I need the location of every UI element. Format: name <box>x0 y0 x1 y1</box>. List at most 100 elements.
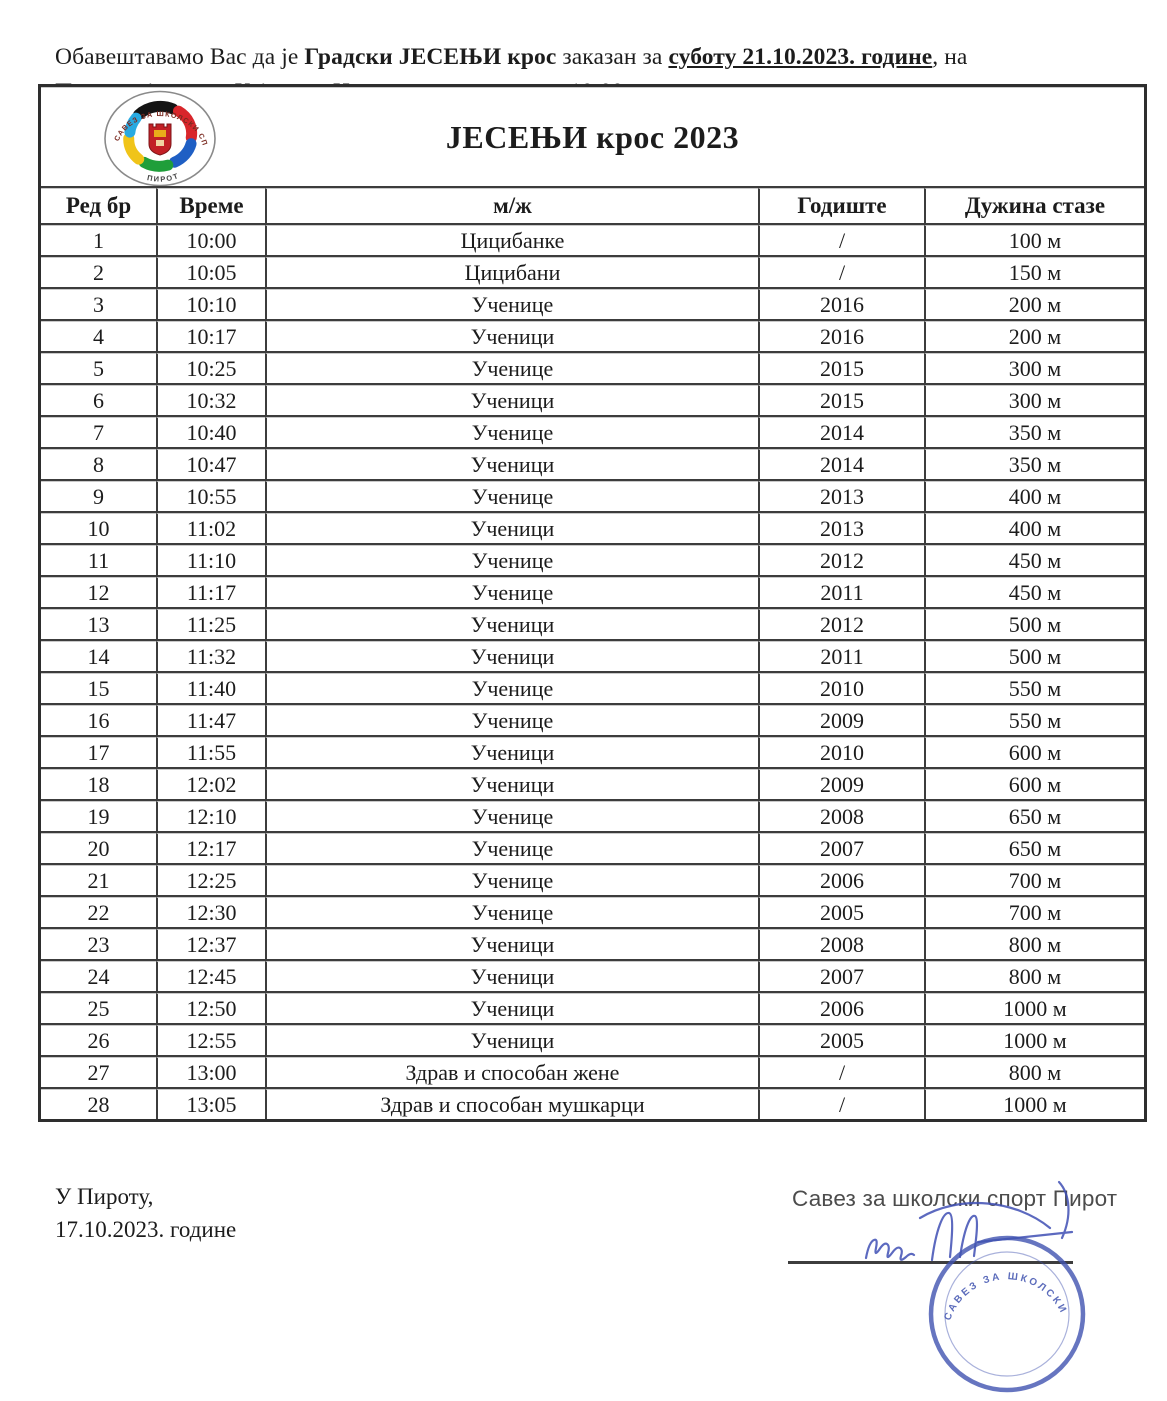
cell-category: Ученице <box>265 289 758 321</box>
cell-row-number: 26 <box>41 1025 156 1057</box>
table-row: 7 10:40 Ученице 2014 350 м <box>41 417 1144 449</box>
intro-text-2: заказан за <box>556 43 669 70</box>
organization-name: Савез за школски спорт Пирот <box>792 1186 1118 1211</box>
cell-row-number: 8 <box>41 449 156 481</box>
cell-track-length: 1000 м <box>924 993 1144 1025</box>
cell-track-length: 550 м <box>924 705 1144 737</box>
cell-birth-year: 2008 <box>758 929 924 961</box>
table-row: 28 13:05 Здрав и способан мушкарци/1000 м <box>41 1089 1144 1119</box>
cell-row-number: 20 <box>41 833 156 865</box>
cell-time: 11:25 <box>156 609 265 641</box>
cell-category: Ученице <box>265 417 758 449</box>
cell-time: 10:25 <box>156 353 265 385</box>
cell-birth-year: 2006 <box>758 865 924 897</box>
table-row: 5 10:25 Ученице 2015 300 м <box>41 353 1144 385</box>
cell-track-length: 300 м <box>924 353 1144 385</box>
table-title-row: САВЕЗ ЗА ШКОЛСКИ СПОРТ ПИРОТ ЈЕСЕЊИ крос… <box>41 87 1144 188</box>
cell-row-number: 24 <box>41 961 156 993</box>
cell-row-number: 4 <box>41 321 156 353</box>
cell-time: 11:17 <box>156 577 265 609</box>
cell-birth-year: 2015 <box>758 353 924 385</box>
cell-track-length: 400 м <box>924 481 1144 513</box>
cell-category: Ученице <box>265 865 758 897</box>
cell-category: Ученици <box>265 993 758 1025</box>
cell-track-length: 100 м <box>924 225 1144 257</box>
table-row: 25 12:50 Ученици 2006 1000 м <box>41 993 1144 1025</box>
cell-category: Ученици <box>265 321 758 353</box>
cell-category: Ученице <box>265 705 758 737</box>
cell-time: 11:10 <box>156 545 265 577</box>
table-row: 17 11:55 Ученици 2010 600 м <box>41 737 1144 769</box>
cell-category: Ученици <box>265 737 758 769</box>
cell-row-number: 5 <box>41 353 156 385</box>
cell-birth-year: 2005 <box>758 897 924 929</box>
footer-place: У Пироту, <box>55 1184 154 1209</box>
cell-time: 12:02 <box>156 769 265 801</box>
cell-track-length: 700 м <box>924 865 1144 897</box>
cell-row-number: 3 <box>41 289 156 321</box>
cell-category: Ученици <box>265 929 758 961</box>
table-body: 1 10:00 Цицибанке/100 м 2 10:05 Цицибани/150 … <box>41 225 1144 1119</box>
cell-birth-year: 2006 <box>758 993 924 1025</box>
cell-row-number: 17 <box>41 737 156 769</box>
cell-track-length: 700 м <box>924 897 1144 929</box>
cell-time: 10:10 <box>156 289 265 321</box>
cell-birth-year: 2015 <box>758 385 924 417</box>
cell-row-number: 1 <box>41 225 156 257</box>
cell-track-length: 350 м <box>924 449 1144 481</box>
cell-birth-year: 2014 <box>758 417 924 449</box>
pirot-coat-of-arms <box>148 123 172 156</box>
column-header-mz: м/ж <box>265 188 758 225</box>
cell-birth-year: 2012 <box>758 609 924 641</box>
cell-row-number: 9 <box>41 481 156 513</box>
cell-category: Ученице <box>265 833 758 865</box>
table-row: 4 10:17 Ученици 2016 200 м <box>41 321 1144 353</box>
cell-track-length: 350 м <box>924 417 1144 449</box>
cell-time: 10:55 <box>156 481 265 513</box>
cell-birth-year: 2007 <box>758 833 924 865</box>
cell-row-number: 14 <box>41 641 156 673</box>
cell-birth-year: 2009 <box>758 705 924 737</box>
cell-birth-year: 2012 <box>758 545 924 577</box>
table-row: 20 12:17 Ученице 2007 650 м <box>41 833 1144 865</box>
table-row: 26 12:55 Ученици 2005 1000 м <box>41 1025 1144 1057</box>
table-row: 16 11:47 Ученице 2009 550 м <box>41 705 1144 737</box>
cell-time: 13:05 <box>156 1089 265 1119</box>
event-name-bold: Градски ЈЕСЕЊИ крос <box>304 43 557 70</box>
table-row: 2 10:05 Цицибани/150 м <box>41 257 1144 289</box>
table-row: 10 11:02 Ученици 2013 400 м <box>41 513 1144 545</box>
intro-text-3: , на <box>932 43 968 70</box>
cell-row-number: 15 <box>41 673 156 705</box>
cell-category: Ученици <box>265 769 758 801</box>
cell-time: 10:00 <box>156 225 265 257</box>
cell-birth-year: / <box>758 257 924 289</box>
cell-birth-year: 2013 <box>758 513 924 545</box>
cell-track-length: 1000 м <box>924 1025 1144 1057</box>
table-row: 19 12:10 Ученице 2008 650 м <box>41 801 1144 833</box>
cell-row-number: 19 <box>41 801 156 833</box>
cell-time: 11:32 <box>156 641 265 673</box>
cell-category: Ученици <box>265 385 758 417</box>
cell-birth-year: 2016 <box>758 289 924 321</box>
table-row: 15 11:40 Ученице 2010 550 м <box>41 673 1144 705</box>
school-sport-federation-logo-icon: САВЕЗ ЗА ШКОЛСКИ СПОРТ ПИРОТ <box>100 88 217 186</box>
table-row: 8 10:47 Ученици 2014 350 м <box>41 449 1144 481</box>
table-row: 18 12:02 Ученици 2009 600 м <box>41 769 1144 801</box>
cell-time: 12:10 <box>156 801 265 833</box>
cell-time: 12:50 <box>156 993 265 1025</box>
event-date-bold-underlined: суботу 21.10.2023. године <box>668 43 933 70</box>
cell-time: 11:40 <box>156 673 265 705</box>
cell-time: 10:17 <box>156 321 265 353</box>
cell-birth-year: 2011 <box>758 577 924 609</box>
cell-track-length: 400 м <box>924 513 1144 545</box>
cell-track-length: 800 м <box>924 961 1144 993</box>
cell-category: Здрав и способан мушкарци <box>265 1089 758 1119</box>
table-row: 21 12:25 Ученице 2006 700 м <box>41 865 1144 897</box>
cell-track-length: 550 м <box>924 673 1144 705</box>
cell-row-number: 28 <box>41 1089 156 1119</box>
cell-category: Цицибани <box>265 257 758 289</box>
table-title: ЈЕСЕЊИ крос 2023 <box>445 118 740 155</box>
cell-category: Ученице <box>265 673 758 705</box>
cell-birth-year: / <box>758 225 924 257</box>
cell-track-length: 300 м <box>924 385 1144 417</box>
